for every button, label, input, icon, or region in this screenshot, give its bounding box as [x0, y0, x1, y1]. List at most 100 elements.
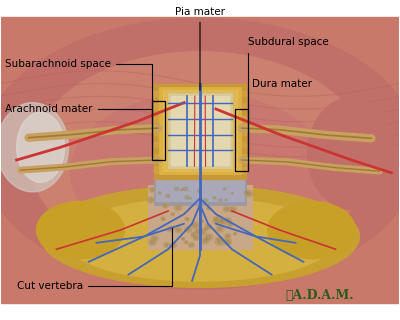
Circle shape	[215, 238, 224, 246]
Circle shape	[167, 226, 174, 232]
Circle shape	[223, 206, 230, 212]
Circle shape	[175, 187, 179, 191]
Circle shape	[184, 227, 192, 232]
Circle shape	[206, 238, 208, 240]
Bar	[154, 129, 246, 134]
Bar	[163, 90, 237, 171]
Circle shape	[202, 238, 209, 244]
Circle shape	[216, 225, 224, 232]
Circle shape	[242, 189, 250, 196]
Circle shape	[224, 198, 228, 202]
Circle shape	[169, 228, 172, 230]
Circle shape	[213, 196, 216, 199]
Circle shape	[213, 216, 220, 222]
Circle shape	[244, 191, 248, 194]
Ellipse shape	[70, 93, 330, 252]
Circle shape	[205, 228, 207, 230]
Circle shape	[230, 192, 234, 195]
Circle shape	[153, 237, 156, 240]
Circle shape	[199, 230, 204, 234]
Circle shape	[181, 185, 190, 192]
Circle shape	[217, 240, 222, 244]
Circle shape	[218, 219, 226, 224]
Circle shape	[183, 187, 188, 191]
Bar	[171, 96, 229, 165]
Bar	[154, 141, 246, 147]
Circle shape	[225, 219, 230, 223]
Circle shape	[166, 194, 170, 197]
Circle shape	[218, 227, 222, 230]
Bar	[156, 176, 244, 201]
Circle shape	[213, 218, 221, 225]
Circle shape	[150, 241, 154, 244]
Text: Subarachnoid space: Subarachnoid space	[5, 60, 152, 113]
Circle shape	[170, 243, 176, 248]
Circle shape	[149, 187, 156, 192]
Circle shape	[186, 228, 190, 231]
Circle shape	[180, 189, 183, 191]
Circle shape	[215, 220, 219, 223]
Circle shape	[247, 192, 251, 195]
Bar	[152, 101, 165, 160]
Ellipse shape	[308, 98, 395, 209]
Circle shape	[245, 190, 253, 197]
Circle shape	[204, 234, 213, 241]
Circle shape	[174, 227, 182, 233]
Circle shape	[172, 186, 181, 192]
Bar	[154, 103, 246, 109]
Circle shape	[205, 237, 209, 241]
Ellipse shape	[30, 52, 370, 268]
Circle shape	[225, 233, 231, 238]
Text: ✱A.D.A.M.: ✱A.D.A.M.	[286, 289, 354, 302]
Circle shape	[227, 241, 230, 244]
Circle shape	[226, 235, 229, 237]
Ellipse shape	[0, 18, 400, 289]
Circle shape	[225, 240, 231, 245]
Circle shape	[193, 223, 197, 227]
Circle shape	[232, 193, 234, 194]
Circle shape	[204, 224, 212, 229]
Circle shape	[204, 199, 208, 202]
Circle shape	[192, 234, 195, 236]
Circle shape	[179, 188, 184, 192]
Circle shape	[222, 187, 227, 191]
Circle shape	[190, 221, 200, 229]
Circle shape	[171, 212, 175, 215]
Circle shape	[185, 217, 189, 221]
Circle shape	[220, 220, 224, 223]
Circle shape	[225, 199, 227, 201]
Circle shape	[231, 208, 235, 211]
Circle shape	[197, 189, 201, 192]
Circle shape	[157, 190, 163, 196]
Ellipse shape	[268, 201, 356, 259]
Circle shape	[182, 238, 184, 240]
Circle shape	[225, 208, 228, 211]
Bar	[168, 93, 232, 168]
Circle shape	[186, 218, 188, 220]
Circle shape	[162, 203, 168, 208]
Circle shape	[161, 217, 166, 221]
Text: Subdural space: Subdural space	[248, 37, 328, 110]
Circle shape	[176, 206, 180, 209]
Circle shape	[172, 213, 174, 215]
Circle shape	[234, 233, 236, 234]
Circle shape	[196, 230, 199, 233]
Circle shape	[204, 240, 207, 243]
Ellipse shape	[36, 201, 124, 259]
Text: Cut vertebra: Cut vertebra	[17, 228, 172, 291]
Circle shape	[164, 193, 172, 199]
Circle shape	[193, 235, 199, 240]
Ellipse shape	[0, 103, 68, 192]
Circle shape	[195, 229, 200, 234]
Bar	[154, 116, 246, 122]
Circle shape	[172, 244, 175, 247]
Circle shape	[197, 228, 206, 236]
Circle shape	[229, 223, 232, 225]
Circle shape	[184, 241, 188, 244]
Bar	[159, 87, 241, 174]
Circle shape	[208, 208, 209, 209]
Circle shape	[216, 237, 220, 241]
Circle shape	[149, 198, 153, 202]
Circle shape	[200, 220, 204, 222]
Circle shape	[164, 204, 167, 207]
